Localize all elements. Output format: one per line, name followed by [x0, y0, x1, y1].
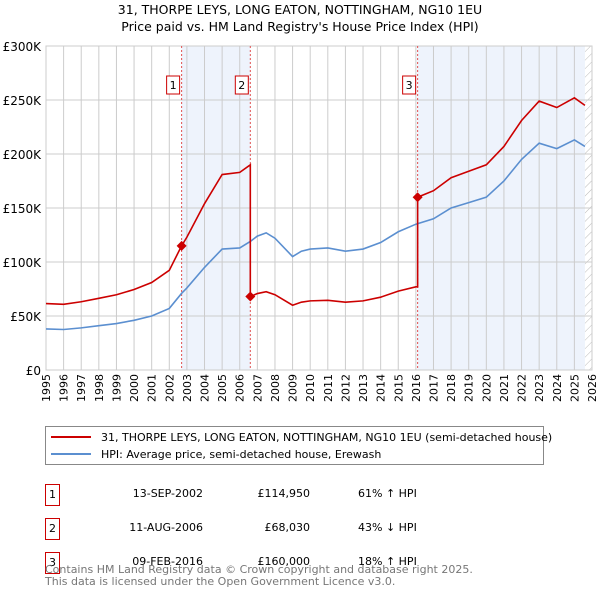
x-tick-label: 2023	[533, 374, 546, 402]
x-tick-label: 2024	[551, 374, 564, 402]
x-tick-label: 1995	[40, 374, 53, 402]
x-tick-label: 2000	[128, 374, 141, 402]
x-tick-label: 1996	[58, 374, 71, 402]
property-price-line	[45, 96, 586, 307]
x-tick-label: 2004	[199, 374, 212, 402]
sale-row: 3 09-FEB-2016 £160,000 18% ↑ HPI	[45, 552, 445, 574]
y-tick-label: £100K	[3, 256, 43, 270]
x-tick-label: 2012	[339, 374, 352, 402]
chart-title: 31, THORPE LEYS, LONG EATON, NOTTINGHAM,…	[117, 2, 483, 17]
sale-date: 11-AUG-2006	[129, 521, 203, 534]
sale-hpi: 61% ↑ HPI	[358, 487, 417, 500]
price-chart: 1995 1996 1997 1998 1999 2000 2001 2002 2003 2004…	[3, 40, 599, 402]
sale-date: 13-SEP-2002	[132, 487, 203, 500]
legend-label-hpi: HPI: Average price, semi-detached house,…	[101, 447, 382, 461]
x-tick-label: 2021	[498, 374, 511, 402]
x-tick-label: 2011	[322, 374, 335, 402]
x-tick-label: 2026	[586, 374, 599, 402]
x-tick-label: 2005	[216, 374, 229, 402]
legend-swatch-property	[51, 436, 91, 438]
x-tick-label: 2003	[181, 374, 194, 402]
x-tick-label: 2022	[516, 374, 529, 402]
sale-date: 09-FEB-2016	[132, 555, 203, 568]
sale-marker-number: 3	[406, 79, 413, 92]
sale-marker-number: 2	[238, 79, 245, 92]
y-tick-label: £300K	[3, 40, 43, 54]
y-tick-label: £0	[26, 364, 41, 378]
sale-badge: 1	[45, 484, 60, 506]
x-tick-label: 2006	[234, 374, 247, 402]
x-tick-label: 2025	[568, 374, 581, 402]
sale-marker-badge	[234, 75, 249, 95]
x-tick-label: 2008	[269, 374, 282, 402]
sale-point	[412, 192, 423, 203]
y-tick-label: £50K	[10, 310, 42, 324]
x-tick-label: 2014	[375, 374, 388, 402]
x-tick-label: 2017	[427, 374, 440, 402]
legend-swatch-hpi	[51, 453, 91, 455]
x-tick-label: 2007	[251, 374, 264, 402]
x-tick-label: 1998	[93, 374, 106, 402]
x-tick-label: 2020	[480, 374, 493, 402]
x-tick-label: 2002	[163, 374, 176, 402]
footer-licence: This data is licensed under the Open Gov…	[45, 575, 396, 588]
footer-copyright: Contains HM Land Registry data © Crown c…	[45, 563, 473, 576]
x-tick-label: 1999	[110, 374, 123, 402]
sale-price: £68,030	[264, 521, 311, 534]
sale-price: £160,000	[257, 555, 311, 568]
sale-badge: 2	[45, 518, 60, 540]
sale-row: 2 11-AUG-2006 £68,030 43% ↓ HPI	[45, 518, 445, 540]
x-tick-label: 2009	[287, 374, 300, 402]
x-tick-label: 2010	[304, 374, 317, 402]
sale-hpi: 43% ↓ HPI	[358, 521, 417, 534]
sale-marker-badge	[402, 75, 417, 95]
sale-row: 1 13-SEP-2002 £114,950 61% ↑ HPI	[45, 484, 445, 506]
sale-point	[176, 240, 187, 251]
x-tick-label: 1997	[75, 374, 88, 402]
x-tick-label: 2001	[146, 374, 159, 402]
sale-point	[245, 291, 256, 302]
x-tick-label: 2016	[410, 374, 423, 402]
sale-marker-badge	[166, 75, 181, 95]
sale-badge: 3	[45, 552, 60, 574]
plot-frame	[45, 45, 593, 371]
y-tick-label: £200K	[3, 148, 43, 162]
hpi-line	[45, 139, 586, 331]
sale-hpi: 18% ↑ HPI	[358, 555, 417, 568]
sale-marker-number: 1	[170, 79, 177, 92]
chart-subtitle: Price paid vs. HM Land Registry's House …	[121, 19, 479, 34]
x-tick-label: 2018	[445, 374, 458, 402]
x-tick-label: 2015	[392, 374, 405, 402]
legend: 31, THORPE LEYS, LONG EATON, NOTTINGHAM,…	[45, 426, 552, 465]
x-tick-label: 2019	[463, 374, 476, 402]
y-tick-label: £150K	[3, 202, 43, 216]
sale-price: £114,950	[257, 487, 311, 500]
y-tick-label: £250K	[3, 94, 43, 108]
x-tick-label: 2013	[357, 374, 370, 402]
legend-label-property: 31, THORPE LEYS, LONG EATON, NOTTINGHAM,…	[101, 430, 553, 444]
